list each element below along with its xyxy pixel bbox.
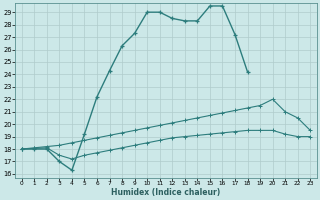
X-axis label: Humidex (Indice chaleur): Humidex (Indice chaleur) [111,188,220,197]
